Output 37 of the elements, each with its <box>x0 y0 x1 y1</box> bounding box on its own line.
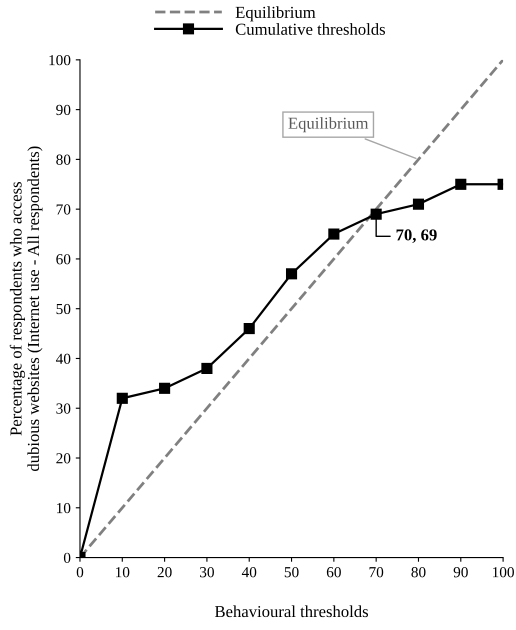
x-tick-label: 20 <box>158 567 172 578</box>
x-tick-label: 70 <box>370 567 384 578</box>
y-tick-label: 30 <box>56 403 70 414</box>
x-tick-label: 80 <box>411 567 426 578</box>
point <box>455 178 466 190</box>
y-tick-label: 0 <box>64 552 70 563</box>
point <box>159 382 170 394</box>
legend-label: Cumulative thresholds <box>236 23 386 35</box>
x-tick-label: 90 <box>454 567 468 578</box>
annotation: 70, 69 <box>396 229 437 243</box>
point <box>328 228 340 240</box>
x-axis-title: Behavioural thresholds <box>214 605 368 618</box>
legend-label: Equilibrium <box>236 6 316 22</box>
point <box>244 323 255 334</box>
y-tick-label: 50 <box>56 304 70 314</box>
x-tick-label: 50 <box>284 567 299 578</box>
x-tick-label: 100 <box>492 567 514 578</box>
y-tick-label: 20 <box>56 453 70 464</box>
point <box>412 198 424 210</box>
y-tick-label: 10 <box>57 502 70 514</box>
x-tick-label: 40 <box>242 567 256 578</box>
y-tick-label: 40 <box>56 354 70 364</box>
y-tick-label: 100 <box>49 54 70 66</box>
x-tick-label: 30 <box>200 567 214 578</box>
x-tick-label: 60 <box>326 567 341 578</box>
x-tick-label: 0 <box>76 567 84 578</box>
point <box>116 392 128 404</box>
x-tick-label: 10 <box>116 567 130 578</box>
point <box>286 268 298 280</box>
point <box>370 208 382 220</box>
annotation: Equilibrium <box>288 117 368 132</box>
y-axis-title: Percentage of respondents who access dubious websites (Internet use - All respondents) <box>10 146 42 472</box>
point <box>201 362 212 374</box>
y-tick-label: 70 <box>56 204 70 215</box>
y-tick-label: 90 <box>56 104 70 116</box>
y-tick-label: 60 <box>56 254 70 264</box>
y-tick-label: 80 <box>56 154 70 165</box>
